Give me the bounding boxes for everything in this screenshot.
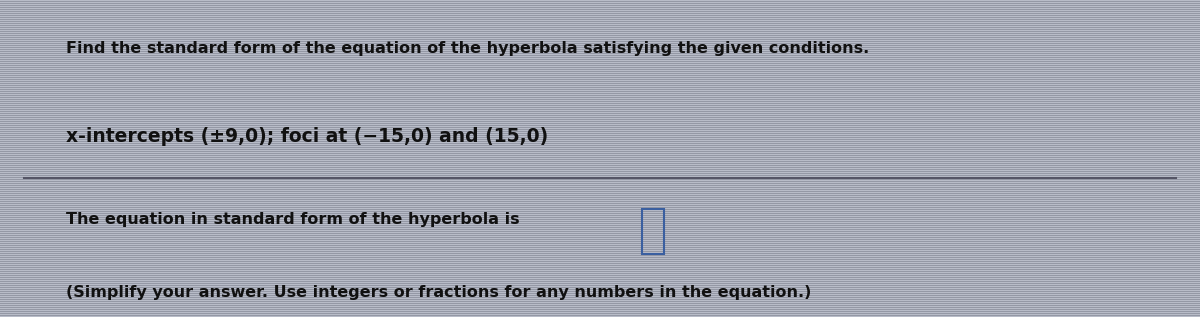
Text: The equation in standard form of the hyperbola is: The equation in standard form of the hyp… xyxy=(66,212,520,227)
Text: Find the standard form of the equation of the hyperbola satisfying the given con: Find the standard form of the equation o… xyxy=(66,41,869,56)
Text: (Simplify your answer. Use integers or fractions for any numbers in the equation: (Simplify your answer. Use integers or f… xyxy=(66,285,811,300)
Text: x-intercepts (±9,0); foci at (−15,0) and (15,0): x-intercepts (±9,0); foci at (−15,0) and… xyxy=(66,127,548,146)
